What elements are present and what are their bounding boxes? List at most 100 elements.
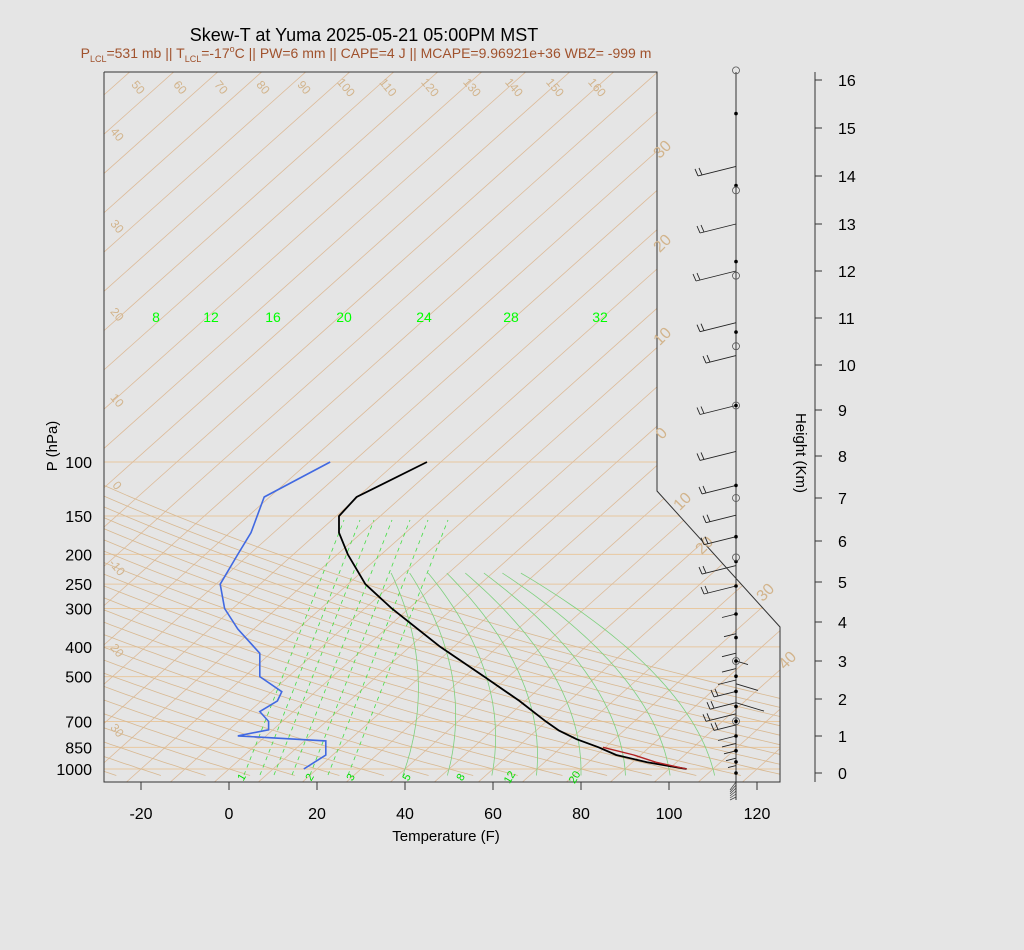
wind-calm-circle xyxy=(732,494,740,502)
wind-barb-flag xyxy=(696,453,701,461)
dry-adiabat xyxy=(104,461,474,776)
wind-calm-circle xyxy=(732,553,740,562)
mixing-ratio-line xyxy=(347,519,449,776)
isotherm-line xyxy=(104,72,408,782)
wind-barb xyxy=(717,679,737,685)
wind-barb xyxy=(723,750,737,755)
height-tick-label: 10 xyxy=(838,358,856,375)
wind-barb-flag xyxy=(696,324,701,332)
dry-adiabat xyxy=(0,462,72,776)
wind-barb xyxy=(721,613,737,618)
temperature-tick-label: 0 xyxy=(225,806,234,823)
wind-barb xyxy=(717,735,737,741)
temperature-tick-label: 80 xyxy=(572,806,590,823)
dry-adiabat xyxy=(104,461,780,776)
adiabat-label: 110 xyxy=(377,76,400,100)
height-tick-label: 9 xyxy=(838,403,847,420)
adiabat-label: 100 xyxy=(334,75,358,100)
parcel-profile xyxy=(602,746,687,770)
x-axis-label: Temperature (F) xyxy=(392,828,500,845)
dry-adiabat xyxy=(104,461,251,776)
wind-barb-flag xyxy=(700,586,705,595)
dry-adiabat xyxy=(104,461,117,776)
wind-barb xyxy=(721,742,737,748)
dry-adiabat xyxy=(104,461,780,776)
adiabat-label: 130 xyxy=(460,75,484,100)
wind-barb xyxy=(705,355,737,364)
wind-dot xyxy=(734,403,738,408)
height-axis-label: Height (Km) xyxy=(792,413,809,493)
isotherm-line xyxy=(425,72,780,782)
mixing-ratio-label: 28 xyxy=(503,309,519,325)
isotherm-line xyxy=(104,72,672,782)
isotherm-line xyxy=(689,72,780,782)
wind-calm-circle xyxy=(732,271,740,280)
mixing-ratio-label: 12 xyxy=(203,309,219,325)
wind-calm-circle xyxy=(732,717,740,726)
wind-barb xyxy=(735,702,765,712)
wind-dot xyxy=(734,734,738,738)
wind-barb-flag xyxy=(706,514,711,522)
adiabat-label-left: 30 xyxy=(107,721,127,740)
height-tick-label: 16 xyxy=(838,73,856,90)
wind-barb xyxy=(701,565,737,575)
isotherm-label: 40 xyxy=(776,648,801,673)
pressure-tick-label: 700 xyxy=(65,714,92,731)
wind-barb-flag xyxy=(702,714,707,722)
moist-adiabat xyxy=(390,572,419,776)
mixing-ratio-label: 8 xyxy=(152,309,160,325)
wind-calm-circle xyxy=(732,657,740,665)
isotherm-line xyxy=(104,72,628,782)
mixing-ratio-label: 24 xyxy=(416,309,432,325)
wind-barb-flag xyxy=(706,702,711,710)
pressure-tick-label: 200 xyxy=(65,547,92,564)
wind-dot xyxy=(734,704,738,709)
dry-adiabat xyxy=(104,461,429,776)
wind-barb-flag xyxy=(710,689,715,698)
isotherm-label: 30 xyxy=(651,137,676,162)
height-tick-label: 8 xyxy=(838,449,847,466)
dry-adiabat xyxy=(104,461,780,776)
pressure-tick-label: 100 xyxy=(65,455,92,472)
wind-dot xyxy=(734,111,738,116)
wind-barb xyxy=(699,322,737,333)
wind-barb-surface xyxy=(729,790,737,797)
wind-calm-circle xyxy=(732,401,740,410)
isotherm-line xyxy=(104,72,496,782)
wind-barb-flag xyxy=(706,354,711,363)
temperature-tick-label: 40 xyxy=(396,806,414,823)
isotherm-line xyxy=(104,72,364,782)
wind-barb xyxy=(699,223,737,234)
wind-barb-flag xyxy=(706,713,711,721)
wind-barb-flag xyxy=(710,701,715,709)
wind-barb xyxy=(697,165,737,177)
wind-barb-flag xyxy=(700,323,705,331)
wind-barb xyxy=(695,270,737,282)
wind-barb-flag xyxy=(710,723,715,731)
wind-barb xyxy=(725,757,737,762)
mixing-ratio-line xyxy=(327,519,429,776)
wind-dot xyxy=(734,719,738,723)
wind-barb-flag xyxy=(694,168,699,177)
adiabat-label: 70 xyxy=(211,78,231,97)
wind-calm-circle xyxy=(732,186,740,195)
dry-adiabat xyxy=(104,461,780,776)
isotherm-line xyxy=(777,72,780,782)
height-tick-label: 5 xyxy=(838,575,847,592)
wind-barb-flag xyxy=(700,537,705,545)
wind-calm-circle xyxy=(732,342,740,351)
moist-adiabat xyxy=(409,572,456,776)
height-tick-label: 15 xyxy=(838,121,856,138)
mixing-ratio-label-bottom: 3 xyxy=(344,772,357,783)
wind-barb-flag xyxy=(696,225,701,234)
adiabat-label-left: 20 xyxy=(107,305,127,324)
chart-title: Skew-T at Yuma 2025-05-21 05:00PM MST xyxy=(190,25,539,45)
adiabat-label: 50 xyxy=(128,78,148,97)
dry-adiabat xyxy=(104,461,652,776)
wind-barb xyxy=(703,536,737,546)
mixing-ratio-line xyxy=(243,519,345,776)
mixing-ratio-line xyxy=(259,519,361,776)
temperature-profile xyxy=(338,461,687,770)
wind-barb-flag xyxy=(692,273,697,282)
